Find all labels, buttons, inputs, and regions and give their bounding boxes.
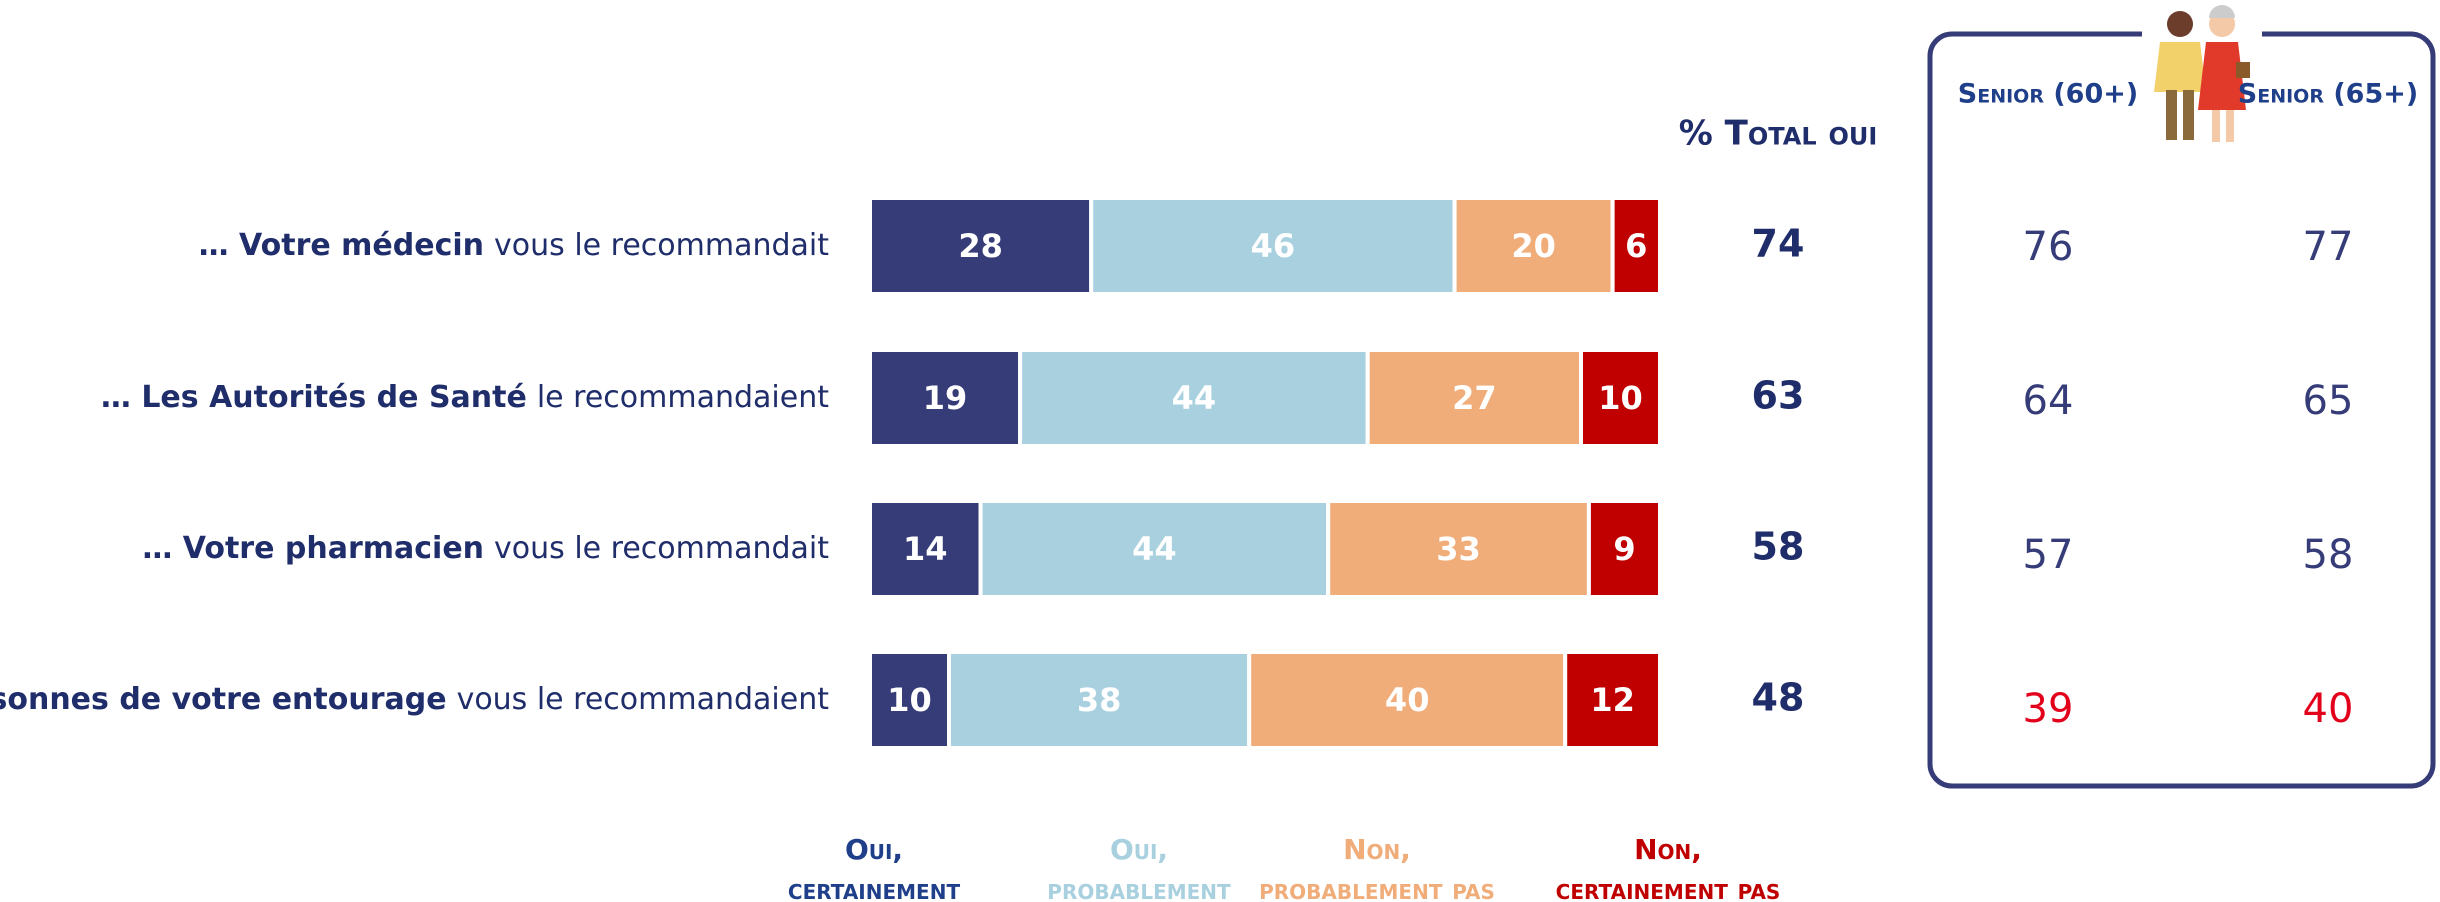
bar-value: 46	[1251, 227, 1296, 265]
bar-segment	[1579, 348, 1662, 448]
total-value: 58	[1752, 525, 1805, 569]
bar-value: 33	[1436, 530, 1481, 568]
bar-value: 12	[1590, 681, 1635, 719]
bar-value: 28	[958, 227, 1003, 265]
category-rest: vous le recommandait	[494, 228, 829, 263]
total-header: % Total oui	[1679, 114, 1878, 154]
bar-value: 44	[1132, 530, 1177, 568]
bar-segment	[1586, 499, 1663, 599]
senior-value: 39	[2023, 686, 2074, 732]
total-value: 63	[1752, 374, 1805, 418]
category-label: … Votre pharmacien vous le recommandait	[142, 531, 829, 566]
bar-value: 44	[1172, 379, 1217, 417]
category-label: … Les Autorités de Santé le recommandaien…	[101, 380, 829, 415]
category-rest: vous le recommandaient	[457, 682, 830, 717]
bar-segment	[1018, 348, 1370, 448]
bar-value: 38	[1077, 681, 1122, 719]
senior-value: 57	[2023, 532, 2074, 578]
legend-entry: Non, certainement pas	[1555, 833, 1781, 902]
bar-segment	[1365, 348, 1583, 448]
bar-segment	[1563, 650, 1662, 750]
legend-entry: Oui, probablement	[1047, 833, 1231, 902]
bar-segment	[1247, 650, 1568, 750]
senior-header: Senior (65+)	[2238, 79, 2418, 110]
bar-value: 10	[1598, 379, 1643, 417]
senior-value: 77	[2303, 224, 2354, 270]
category-bold: … Les Autorités de Santé	[101, 380, 527, 415]
bar-value: 40	[1385, 681, 1430, 719]
category-bold: … Des personnes de votre entourage	[0, 682, 447, 717]
bar-value: 27	[1452, 379, 1497, 417]
total-value: 74	[1752, 222, 1805, 266]
category-rest: vous le recommandait	[494, 531, 829, 566]
senior-value: 40	[2303, 686, 2354, 732]
legend-entry: Oui, certainement	[787, 833, 961, 902]
category-rest: le recommandaient	[537, 380, 829, 415]
bar-segment	[1452, 196, 1615, 296]
senior-value: 65	[2303, 378, 2354, 424]
bar-segment	[868, 196, 1094, 296]
bar-segment	[1610, 196, 1662, 296]
senior-value: 64	[2023, 378, 2074, 424]
senior-box	[1927, 31, 2436, 789]
category-bold: … Votre médecin	[199, 228, 484, 263]
bar-segment	[868, 499, 983, 599]
seniors-icon	[2154, 5, 2250, 142]
bar-value: 19	[923, 379, 968, 417]
bar-value: 6	[1625, 227, 1647, 265]
legend-entry: Non, probablement pas	[1259, 833, 1495, 902]
bar-segment	[868, 650, 951, 750]
category-label: … Des personnes de votre entourage vous l…	[0, 682, 829, 717]
bar-value: 14	[903, 530, 948, 568]
senior-value: 76	[2023, 224, 2074, 270]
bar-segment	[1089, 196, 1457, 296]
bar-segment	[947, 650, 1252, 750]
senior-header: Senior (60+)	[1958, 79, 2138, 110]
category-label: … Votre médecin vous le recommandait	[199, 228, 830, 263]
bar-segment	[868, 348, 1023, 448]
bar-value: 20	[1511, 227, 1556, 265]
bar-segment	[978, 499, 1331, 599]
bar-value: 10	[887, 681, 932, 719]
senior-value: 58	[2303, 532, 2354, 578]
total-value: 48	[1752, 676, 1805, 720]
category-bold: … Votre pharmacien	[142, 531, 484, 566]
bar-value: 9	[1613, 530, 1635, 568]
